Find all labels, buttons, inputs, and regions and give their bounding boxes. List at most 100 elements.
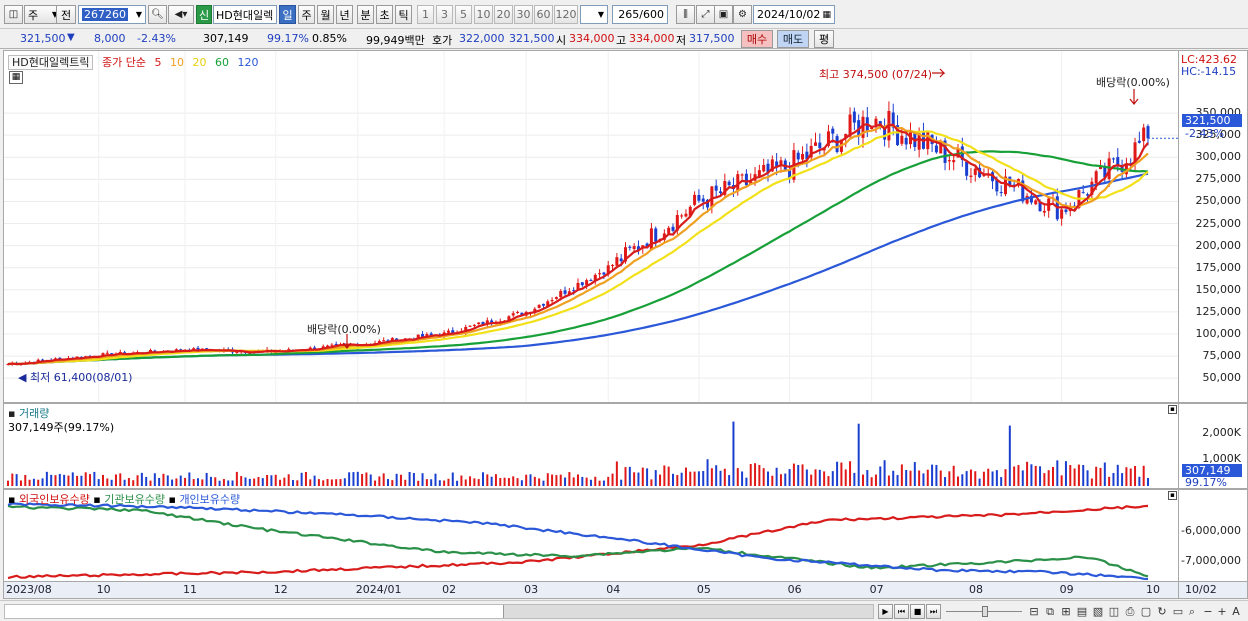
candle (1098, 165, 1103, 170)
volume-bar (127, 478, 130, 486)
buy-button[interactable]: 매수 (741, 30, 773, 48)
period-month[interactable]: 월 (317, 5, 334, 24)
interval-20[interactable]: 20 (494, 5, 513, 24)
holdings-panel[interactable]: ▪ 외국인보유수량 ▪ 기관보유수량 ▪ 개인보유수량 ▪ (3, 489, 1179, 582)
volume-bar (982, 471, 985, 486)
stop-icon[interactable]: ■ (910, 604, 925, 619)
volume-bar (857, 423, 860, 486)
volume-bar (672, 473, 674, 486)
volume-bar (76, 475, 79, 486)
stock-name-field[interactable]: HD현대일렉 (213, 5, 277, 24)
frame-icon[interactable]: ▢ (1140, 605, 1152, 618)
volume-bar (922, 473, 925, 486)
volume-bar (106, 478, 109, 486)
scroll-right-icon[interactable]: ▶ (878, 604, 893, 619)
chevron-down-icon[interactable]: ▼ (135, 10, 142, 19)
zoom-in-icon[interactable]: + (1217, 605, 1227, 618)
zoom-slider-handle[interactable] (982, 606, 988, 617)
interval-30[interactable]: 30 (514, 5, 533, 24)
first-page-icon[interactable]: ⏮ (894, 604, 909, 619)
candle (844, 133, 848, 139)
date-input[interactable]: 2024/10/02 ▦ (753, 5, 835, 24)
interval-60[interactable]: 60 (534, 5, 553, 24)
split-icon[interactable]: ◫ (1108, 605, 1120, 618)
interval-3[interactable]: 3 (436, 5, 453, 24)
volume-bar (97, 479, 100, 486)
volume-bar (952, 465, 955, 486)
interval-120[interactable]: 120 (554, 5, 578, 24)
period-week[interactable]: 주 (298, 5, 315, 24)
volume-bar (499, 478, 502, 486)
volume-bar (399, 474, 402, 486)
volume-bar (818, 469, 821, 486)
copy-icon[interactable]: ⧉ (1046, 604, 1054, 618)
candle (326, 345, 330, 347)
indicator-icon[interactable]: ⤢ (696, 5, 715, 24)
volume-bar (326, 478, 329, 486)
period-tick[interactable]: 틱 (395, 5, 412, 24)
refresh-icon[interactable]: ↻ (1157, 605, 1167, 618)
prev-button[interactable]: 전 (56, 5, 76, 24)
window-icon[interactable]: ▭ (1172, 605, 1184, 618)
volume-bar (421, 473, 424, 486)
zoom-slider[interactable] (946, 606, 1022, 617)
candle (1034, 200, 1038, 205)
period-year[interactable]: 년 (336, 5, 353, 24)
time-axis: 2023/08 10 11 12 2024/01 02 03 04 05 06 07 08 09 10 (3, 582, 1179, 599)
candle (598, 273, 602, 275)
price-panel[interactable]: HD현대일렉트릭 종가 단순 5 10 20 60 120 ▦ 최고 374,5… (3, 50, 1179, 403)
interval-10[interactable]: 10 (474, 5, 493, 24)
count-field[interactable]: 265/600 (612, 5, 668, 24)
price-tick: 250,000 (1195, 194, 1242, 208)
table-icon[interactable]: ▦ (9, 71, 23, 84)
interval-1[interactable]: 1 (417, 5, 434, 24)
table-view-icon[interactable]: ⊟ (1029, 605, 1039, 618)
chart-type-icon[interactable]: ⫼ (676, 5, 695, 24)
candle (813, 142, 818, 146)
calendar-icon[interactable]: ▦ (822, 9, 831, 20)
volume-ratio: 99.17% (267, 32, 309, 45)
zoom-out-icon[interactable]: − (1203, 605, 1213, 618)
eval-button[interactable]: 평 (814, 30, 834, 48)
volume-bar (650, 479, 653, 486)
candle (533, 308, 537, 313)
period-day[interactable]: 일 (279, 5, 296, 24)
volume-bar (913, 462, 916, 486)
interval-5[interactable]: 5 (455, 5, 472, 24)
volume-bar (132, 480, 135, 486)
scroll-thumb[interactable] (503, 605, 873, 618)
candle (490, 320, 494, 324)
volume-panel[interactable]: ▪ 거래량 307,149주(99.17%) ▪ (3, 403, 1179, 489)
volume-bar (715, 465, 718, 486)
text-tool-icon[interactable]: A (1232, 605, 1240, 618)
sell-button[interactable]: 매도 (777, 30, 809, 48)
zoom-icon[interactable]: ⌕ (1188, 604, 1196, 618)
search-icon[interactable]: 🔍︎ (148, 5, 167, 24)
volume-bar (1125, 467, 1128, 486)
volume-bar (1034, 465, 1037, 486)
last-page-icon[interactable]: ⏭ (926, 604, 941, 619)
candle (567, 291, 571, 295)
volume-bar (827, 476, 830, 486)
custom-interval-dropdown[interactable]: ▼ (580, 5, 608, 24)
maximize-icon[interactable]: ▪ (1168, 405, 1177, 414)
volume-bar (900, 464, 903, 486)
period-second[interactable]: 초 (376, 5, 393, 24)
volume-bar (102, 474, 104, 486)
compare-icon[interactable]: ⊞ (1061, 605, 1071, 618)
current-volume-marker: 307,149 (1182, 464, 1242, 477)
image-icon[interactable]: ▧ (1092, 605, 1104, 618)
print-icon[interactable]: ⎙ (1125, 604, 1135, 618)
period-minute[interactable]: 분 (357, 5, 374, 24)
layout-icon[interactable]: ▤ (1076, 605, 1088, 618)
maximize-icon[interactable]: ▪ (1168, 491, 1177, 500)
gear-icon[interactable]: ⚙ (733, 5, 752, 24)
volume-bar (1043, 473, 1046, 486)
save-icon[interactable]: ▣ (714, 5, 733, 24)
stock-code-input[interactable]: 267260 ▼ (78, 5, 146, 24)
scroll-track[interactable] (4, 604, 874, 619)
volume-bar (11, 473, 14, 486)
sound-icon[interactable]: ◀▾ (168, 5, 194, 24)
window-menu-icon[interactable]: ◫ (4, 5, 23, 24)
candle (1081, 192, 1085, 194)
